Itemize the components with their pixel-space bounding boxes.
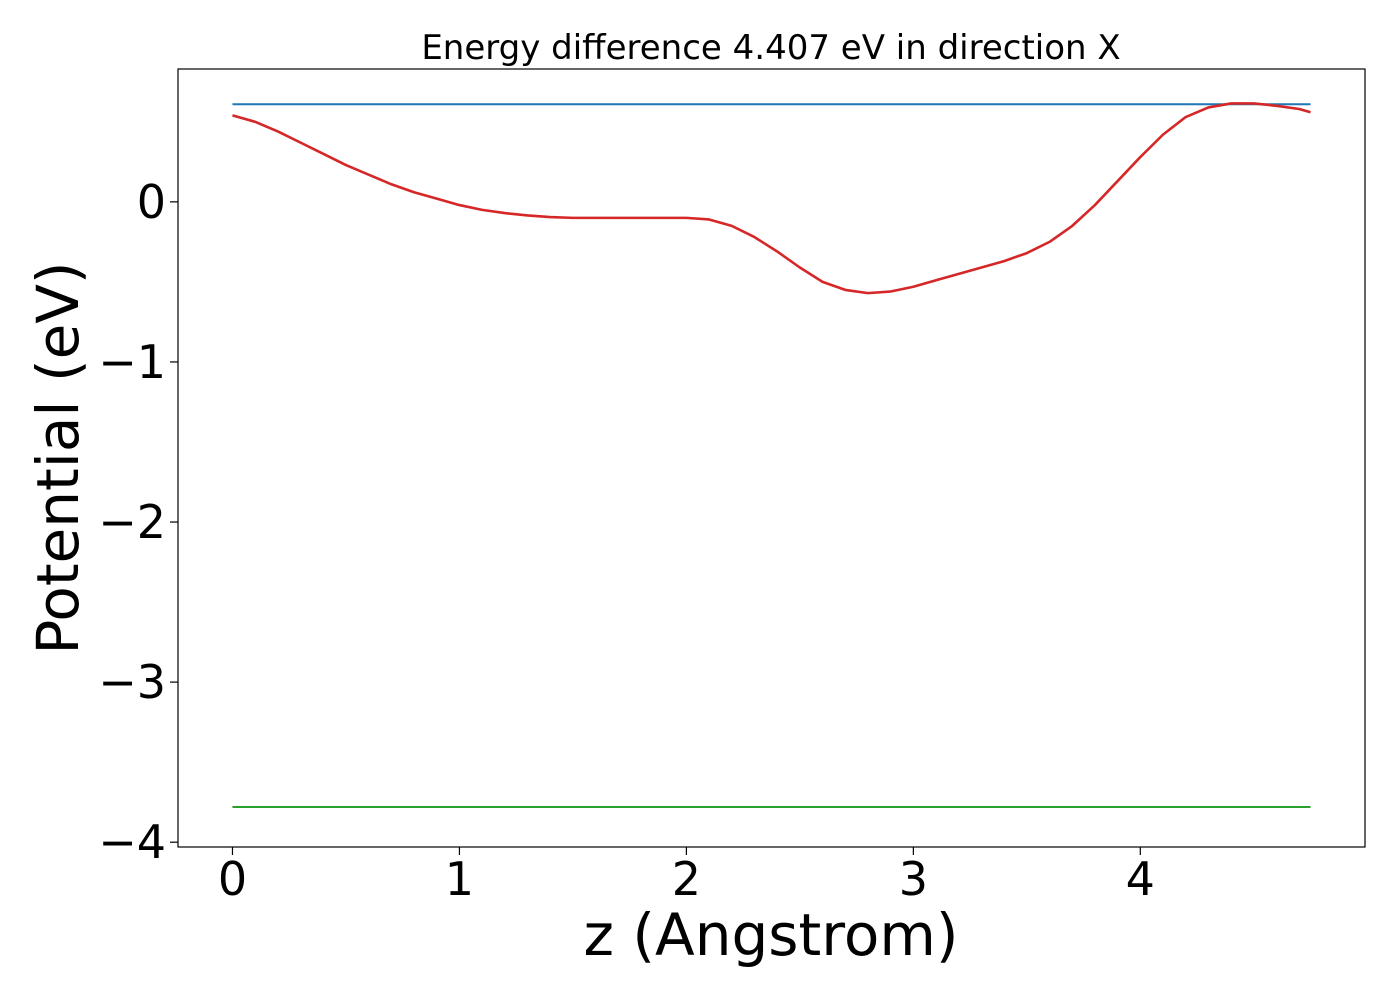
plot-frame <box>177 68 1366 848</box>
x-tick-label: 4 <box>1126 852 1155 906</box>
y-tick-label: −4 <box>98 815 166 869</box>
chart-title: Energy difference 4.407 eV in direction … <box>421 28 1120 68</box>
x-axis: 0 1 2 3 4 <box>218 847 1155 906</box>
y-axis-title: Potential (eV) <box>24 261 92 654</box>
y-tick-label: −1 <box>98 335 166 389</box>
series-layer <box>232 102 1311 808</box>
x-tick-label: 0 <box>218 852 247 906</box>
x-tick-label: 3 <box>899 852 928 906</box>
y-tick-label: 0 <box>137 175 166 229</box>
y-axis: 0 −1 −2 −3 −4 <box>98 175 178 869</box>
series-potential-curve <box>232 102 1311 295</box>
y-tick-label: −2 <box>98 495 166 549</box>
x-tick-label: 2 <box>672 852 701 906</box>
x-axis-title: z (Angstrom) <box>584 901 959 969</box>
x-tick-label: 1 <box>445 852 474 906</box>
y-tick-label: −3 <box>98 655 166 709</box>
